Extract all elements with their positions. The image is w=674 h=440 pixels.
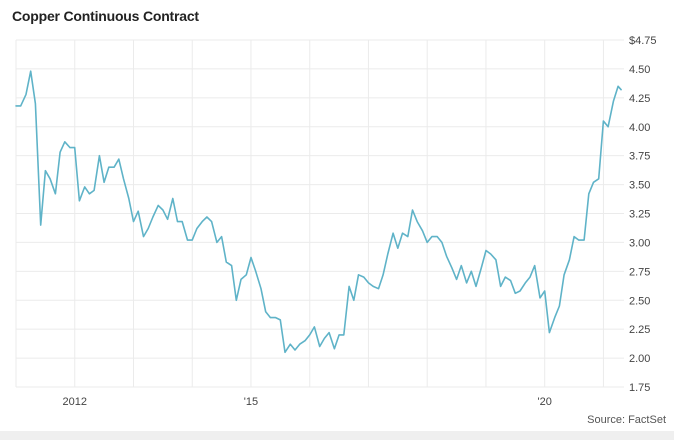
x-tick-label: 2012 — [63, 396, 87, 408]
y-tick-label: 3.25 — [629, 209, 650, 221]
y-tick-label: 1.75 — [629, 382, 650, 394]
y-tick-label: 2.25 — [629, 324, 650, 336]
y-tick-label: 4.25 — [629, 93, 650, 105]
y-tick-label: 3.75 — [629, 151, 650, 163]
y-tick-label: 4.50 — [629, 64, 650, 76]
x-tick-label: '20 — [538, 396, 552, 408]
chart-title: Copper Continuous Contract — [12, 8, 199, 24]
copper-price-line — [15, 70, 622, 354]
y-tick-label: 2.00 — [629, 353, 650, 365]
grid — [15, 39, 624, 388]
source-note: Source: FactSet — [587, 414, 666, 426]
x-tick-label: '15 — [244, 396, 258, 408]
footer-band — [0, 431, 674, 440]
y-axis: 1.75 2.00 2.25 2.50 2.75 3.00 3.25 3.50 3.75 4.00… — [629, 35, 657, 394]
y-tick-label: 4.00 — [629, 122, 650, 134]
y-tick-label: 3.50 — [629, 180, 650, 192]
y-tick-label: $4.75 — [629, 35, 657, 47]
y-tick-label: 2.75 — [629, 266, 650, 278]
y-tick-label: 3.00 — [629, 237, 650, 249]
y-tick-label: 2.50 — [629, 295, 650, 307]
x-axis: 2012 '15 '20 — [63, 396, 552, 408]
